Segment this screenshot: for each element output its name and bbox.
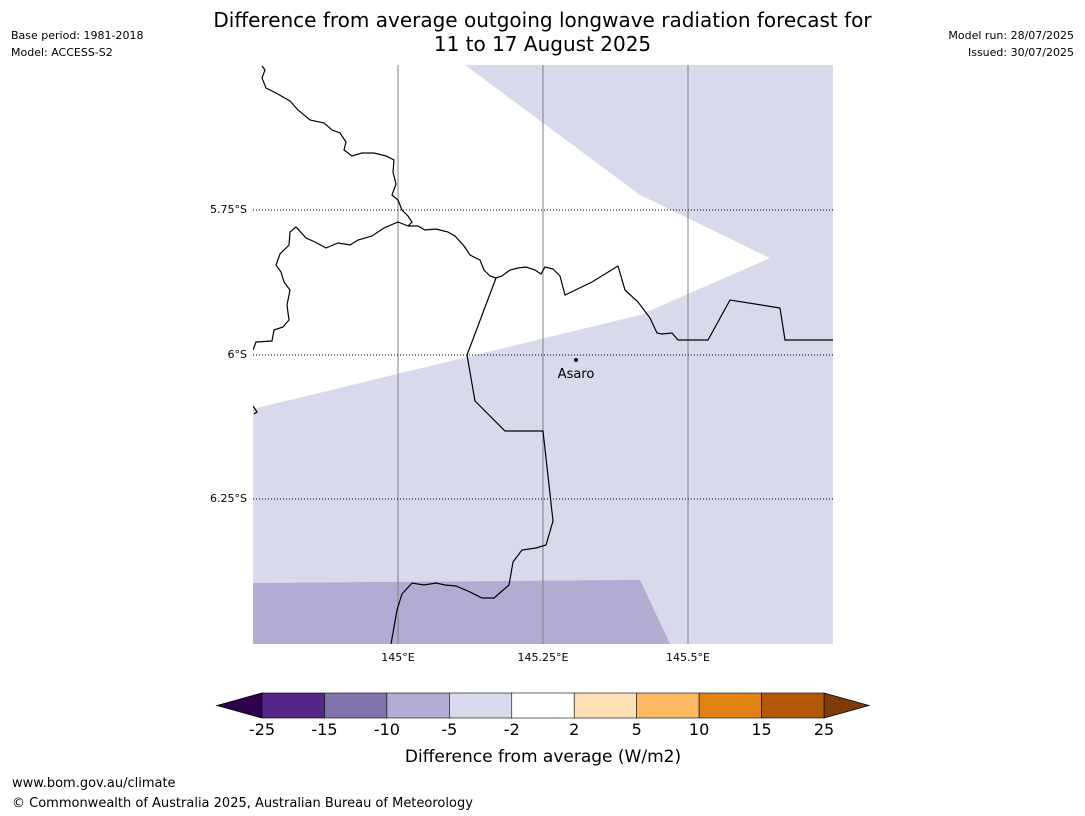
colorbar-tick-label: -15 (311, 720, 337, 739)
asaro-label: Asaro (558, 367, 595, 382)
lon-label-145: 145°E (381, 651, 414, 664)
title-line-2: 11 to 17 August 2025 (433, 32, 652, 56)
anomaly-fill-medium (253, 580, 670, 644)
footer-copyright: © Commonwealth of Australia 2025, Austra… (12, 796, 473, 811)
lon-label-145-5: 145.5°E (666, 651, 710, 664)
colorbar-segment (698, 692, 762, 719)
colorbar-tick-label: -5 (441, 720, 457, 739)
lat-label-6-25: 6.25°S (210, 492, 247, 505)
lat-label-5-75: 5.75°S (210, 203, 247, 216)
colorbar-segment (573, 692, 637, 719)
colorbar-segment (324, 692, 388, 719)
lat-label-6: 6°S (228, 348, 247, 361)
colorbar-extend-low (215, 692, 263, 719)
colorbar-segment (261, 692, 325, 719)
meta-left: Base period: 1981-2018 Model: ACCESS-S2 (11, 27, 143, 61)
model-text: Model: ACCESS-S2 (11, 46, 113, 59)
colorbar-tick-label: -2 (504, 720, 520, 739)
colorbar-segment (511, 692, 575, 719)
title-line-1: Difference from average outgoing longwav… (213, 8, 872, 32)
lon-label-145-25: 145.25°E (518, 651, 569, 664)
model-run-text: Model run: 28/07/2025 (948, 29, 1074, 42)
colorbar-tick-label: -10 (374, 720, 400, 739)
meta-right: Model run: 28/07/2025 Issued: 30/07/2025 (948, 27, 1074, 61)
colorbar-segment (761, 692, 825, 719)
colorbar-extend-high (823, 692, 871, 719)
footer-url: www.bom.gov.au/climate (12, 776, 176, 791)
chart-title: Difference from average outgoing longwav… (0, 8, 1085, 56)
colorbar: -25 -15 -10 -5 -2 2 5 10 15 25 (215, 692, 871, 739)
colorbar-segment (386, 692, 450, 719)
issued-text: Issued: 30/07/2025 (967, 46, 1074, 59)
colorbar-tick-label: 25 (814, 720, 834, 739)
colorbar-segment (636, 692, 700, 719)
base-period-text: Base period: 1981-2018 (11, 29, 144, 42)
colorbar-tick-label: 5 (632, 720, 642, 739)
colorbar-segment (449, 692, 513, 719)
anomaly-fill-neutral (253, 65, 770, 409)
map-area: Asaro (253, 65, 833, 644)
province-boundaries (253, 65, 833, 644)
asaro-marker (574, 358, 578, 362)
colorbar-title: Difference from average (W/m2) (405, 747, 681, 767)
colorbar-tick-label: 2 (569, 720, 579, 739)
colorbar-tick-label: 10 (689, 720, 709, 739)
colorbar-tick-label: -25 (249, 720, 275, 739)
colorbar-tick-label: 15 (751, 720, 771, 739)
